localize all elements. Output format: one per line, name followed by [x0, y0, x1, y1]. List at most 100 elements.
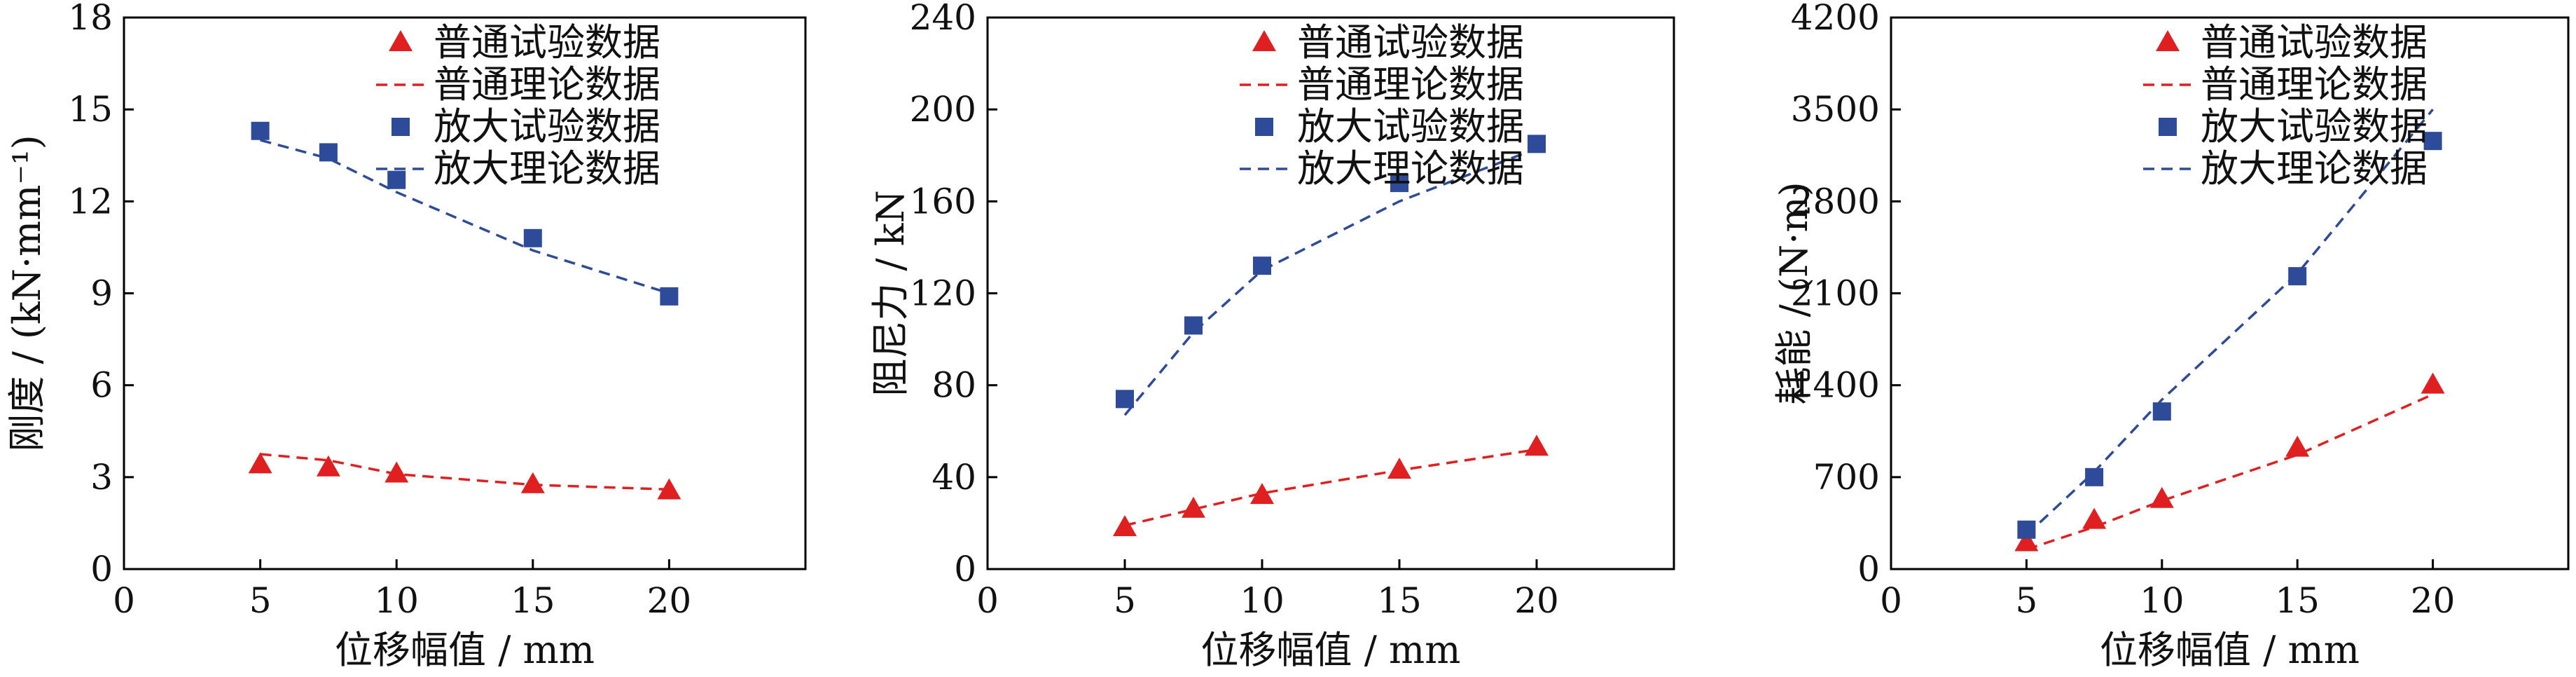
- x-tick-label: 15: [511, 580, 555, 621]
- legend-swatch-triangle: [1252, 30, 1276, 51]
- data-point-triangle: [316, 455, 340, 477]
- x-tick-label: 5: [2015, 580, 2037, 621]
- legend-entry-1: 普通试验数据: [2156, 20, 2428, 64]
- legend-swatch-square: [1255, 118, 1273, 136]
- legend-label: 放大试验数据: [2201, 104, 2428, 149]
- data-point-square: [660, 287, 679, 306]
- x-tick-label: 10: [1240, 580, 1284, 621]
- y-tick-label: 0: [1857, 549, 1880, 589]
- y-tick-label: 120: [910, 273, 976, 314]
- data-point-triangle: [1250, 483, 1274, 505]
- data-point-triangle: [385, 461, 409, 483]
- x-tick-label: 15: [2275, 580, 2320, 621]
- y-tick-label: 12: [68, 181, 113, 221]
- data-point-triangle: [2082, 507, 2107, 529]
- legend-label: 普通理论数据: [1297, 62, 1524, 107]
- legend-entry-1: 普通试验数据: [1252, 20, 1524, 64]
- series-line-2: [2026, 393, 2434, 551]
- legend-swatch-square: [2159, 118, 2177, 136]
- y-tick-label: 4200: [1791, 0, 1880, 38]
- series-line-4: [2026, 109, 2434, 536]
- x-axis-label: 位移幅值 / mm: [335, 628, 595, 672]
- x-axis-label: 位移幅值 / mm: [2100, 628, 2360, 672]
- x-axis-label: 位移幅值 / mm: [1201, 628, 1461, 672]
- y-tick-label: 240: [910, 0, 976, 38]
- x-tick-label: 0: [976, 580, 999, 621]
- legend-entry-3: 放大试验数据: [392, 104, 660, 149]
- legend-label: 普通理论数据: [434, 62, 660, 107]
- y-tick-label: 3500: [1791, 89, 1880, 130]
- data-point-square: [251, 121, 270, 140]
- y-tick-label: 2100: [1791, 273, 1880, 314]
- legend-swatch-triangle: [2156, 30, 2180, 51]
- data-point-triangle: [520, 472, 545, 493]
- legend-entry-1: 普通试验数据: [389, 20, 660, 64]
- data-point-square: [2288, 267, 2307, 286]
- legend-entry-3: 放大试验数据: [2159, 104, 2428, 149]
- x-tick-label: 0: [113, 580, 135, 621]
- data-point-square: [2423, 132, 2442, 151]
- y-axis-label: 阻尼力 / kN: [868, 190, 913, 397]
- y-tick-label: 0: [90, 549, 113, 589]
- data-point-square: [523, 228, 542, 247]
- x-tick-label: 20: [1514, 580, 1559, 621]
- legend-entry-4: 放大理论数据: [376, 146, 660, 191]
- x-tick-label: 0: [1880, 580, 1902, 621]
- y-tick-label: 160: [910, 181, 976, 221]
- legend-entry-4: 放大理论数据: [2143, 146, 2428, 191]
- y-tick-label: 40: [932, 457, 976, 498]
- legend-label: 普通试验数据: [2201, 20, 2428, 64]
- legend-label: 普通试验数据: [1297, 20, 1524, 64]
- series-line-2: [260, 453, 670, 491]
- legend-entry-3: 放大试验数据: [1255, 104, 1524, 149]
- data-point-triangle: [1525, 435, 1549, 456]
- data-point-square: [1116, 390, 1134, 409]
- y-tick-label: 0: [954, 549, 976, 589]
- data-point-square: [387, 170, 406, 189]
- chart-panel-1: 0 5 10 15 20 0 3 6 9 12 15 18 位移幅值 / mm 刚度 / (kN·mm⁻¹…: [5, 0, 807, 672]
- y-axis-label: 刚度 / (kN·mm⁻¹): [5, 135, 49, 451]
- series-line-4: [260, 139, 670, 295]
- legend-label: 放大试验数据: [434, 104, 660, 149]
- legend-entry-2: 普通理论数据: [2143, 62, 2428, 107]
- legend-swatch-square: [392, 118, 410, 136]
- legend-label: 放大理论数据: [434, 146, 660, 191]
- y-axis-label: 耗能 / (N·m): [1772, 182, 1816, 404]
- x-tick-label: 20: [2411, 580, 2456, 621]
- y-tick-label: 2800: [1791, 181, 1880, 221]
- y-tick-label: 9: [90, 273, 113, 314]
- legend-label: 放大理论数据: [2201, 146, 2428, 191]
- data-point-square: [319, 143, 338, 162]
- data-point-triangle: [248, 452, 272, 474]
- x-tick-label: 5: [249, 580, 272, 621]
- legend-entry-2: 普通理论数据: [376, 62, 660, 107]
- data-point-triangle: [2421, 372, 2445, 394]
- data-point-square: [1253, 257, 1271, 275]
- data-point-triangle: [2014, 530, 2039, 552]
- y-tick-label: 700: [1813, 457, 1880, 498]
- x-tick-label: 10: [2140, 580, 2184, 621]
- data-point-square: [1390, 174, 1408, 193]
- y-tick-label: 3: [90, 457, 113, 498]
- data-point-triangle: [2285, 435, 2310, 457]
- y-tick-label: 1400: [1791, 365, 1880, 406]
- legend-swatch-triangle: [389, 30, 413, 51]
- legend-label: 普通试验数据: [434, 20, 660, 64]
- y-tick-label: 6: [90, 365, 113, 406]
- x-tick-label: 10: [374, 580, 419, 621]
- legend-entry-2: 普通理论数据: [1240, 62, 1524, 107]
- data-point-triangle: [1182, 496, 1205, 518]
- legend-label: 放大理论数据: [1297, 146, 1524, 191]
- y-tick-label: 80: [932, 365, 976, 406]
- y-tick-label: 18: [68, 0, 113, 38]
- chart-panel-3: 0 5 10 15 20 0 700 1400 2100 2800 3500 4200 位移幅值 / m…: [1772, 0, 2570, 672]
- x-tick-label: 5: [1114, 580, 1136, 621]
- data-point-triangle: [1387, 457, 1411, 479]
- series-line-4: [1123, 147, 1537, 416]
- data-point-triangle: [1113, 514, 1137, 536]
- legend-label: 普通理论数据: [2201, 62, 2428, 107]
- legend-entry-4: 放大理论数据: [1240, 146, 1524, 191]
- y-tick-label: 200: [910, 89, 976, 130]
